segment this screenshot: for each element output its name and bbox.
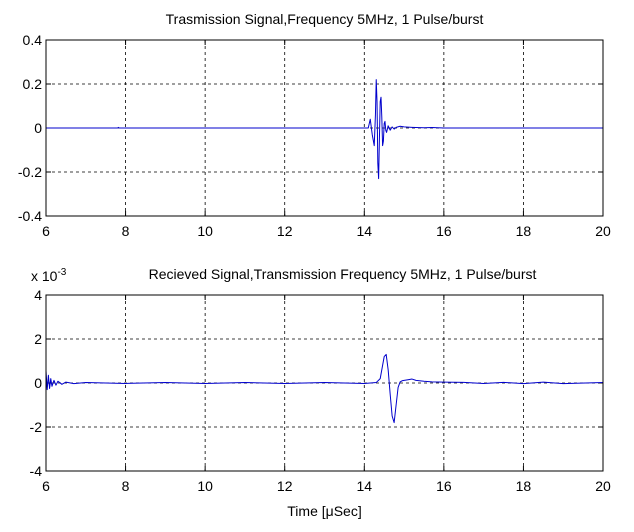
- top-x-tick-label: 20: [595, 223, 611, 239]
- top-x-tick-label: 10: [197, 223, 213, 239]
- top-chart-title: Trasmission Signal,Frequency 5MHz, 1 Pul…: [166, 11, 484, 27]
- top-x-tick-label: 18: [516, 223, 532, 239]
- bottom-y-tick-label: 0: [34, 375, 42, 391]
- bottom-x-tick-label: 8: [122, 478, 130, 494]
- bottom-x-tick-label: 10: [197, 478, 213, 494]
- bottom-x-tick-label: 20: [595, 478, 611, 494]
- bottom-y-tick-label: 2: [34, 331, 42, 347]
- top-axes-border: [45, 39, 604, 217]
- top-y-tick-label: 0.2: [23, 76, 43, 92]
- top-y-tick-label: 0: [34, 120, 42, 136]
- top-x-tick-label: 12: [277, 223, 293, 239]
- bottom-y-exponent-label: x 10-3: [31, 267, 67, 284]
- bottom-x-tick-label: 12: [277, 478, 293, 494]
- top-y-tick-label: 0.4: [23, 32, 43, 48]
- top-x-tick-label: 16: [436, 223, 452, 239]
- top-y-tick-label: -0.4: [18, 208, 42, 224]
- bottom-signal-line: [45, 353, 604, 424]
- bottom-chart-title: Recieved Signal,Transmission Frequency 5…: [149, 266, 537, 282]
- top-subplot: 6 8 10 12 14 16 18 20 -0.4 -0.2 0 0.2 0.4 Trasmission…: [18, 11, 611, 239]
- top-x-tick-label: 6: [42, 223, 50, 239]
- top-x-tick-label: 8: [122, 223, 130, 239]
- bottom-y-tick-label: -2: [30, 419, 43, 435]
- top-x-tick-label: 14: [356, 223, 372, 239]
- bottom-x-tick-label: 6: [42, 478, 50, 494]
- bottom-x-tick-label: 18: [516, 478, 532, 494]
- top-signal-line: [46, 79, 603, 180]
- bottom-subplot: 6 8 10 12 14 16 18 20 -4 -2 0 2 4 Recieved Signal,Tra…: [30, 266, 611, 519]
- bottom-y-tick-label: 4: [34, 287, 42, 303]
- bottom-x-tick-label: 16: [436, 478, 452, 494]
- bottom-axes-border: [45, 294, 604, 472]
- bottom-x-axis-label: Time [μSec]: [287, 503, 361, 519]
- top-y-tick-label: -0.2: [18, 164, 42, 180]
- bottom-x-tick-label: 14: [356, 478, 372, 494]
- bottom-y-tick-label: -4: [30, 463, 43, 479]
